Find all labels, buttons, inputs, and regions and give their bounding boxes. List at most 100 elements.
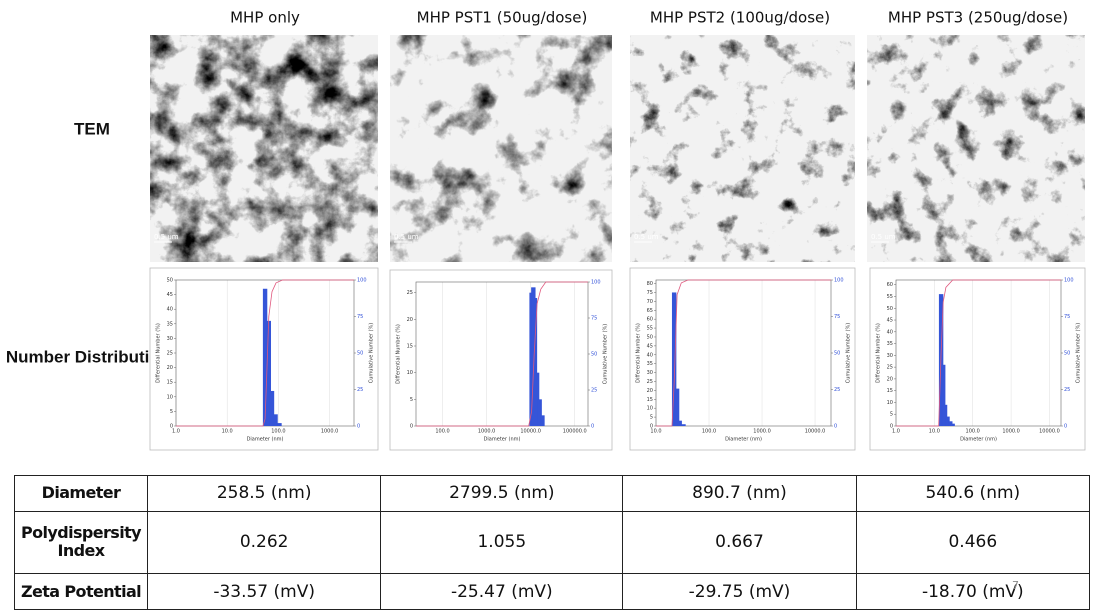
x-tick-label: 1000.0 <box>753 429 771 435</box>
bar <box>948 421 953 426</box>
x-tick-label: 10.0 <box>222 429 233 435</box>
y-tick-label: 25 <box>407 290 413 296</box>
x-axis-label: Diameter (nm) <box>725 437 762 443</box>
x-tick-label: 10000.0 <box>805 429 826 435</box>
chart-frame <box>869 267 1086 451</box>
y2-tick-label: 100 <box>834 278 844 284</box>
y2-tick-label: 75 <box>357 314 363 320</box>
y-tick-label: 45 <box>647 343 653 349</box>
x-tick-label: 10000.0 <box>520 429 541 435</box>
y-tick-label: 50 <box>887 306 893 312</box>
table-cell: 1.055 <box>380 510 624 575</box>
properties-table: Diameter 258.5 (nm) 2799.5 (nm) 890.7 (nm) 5… <box>14 475 1091 610</box>
y-tick-label: 15 <box>167 380 173 386</box>
y-tick-label: 80 <box>647 281 653 287</box>
bar <box>945 416 950 426</box>
scale-bar-label: 0.5 um <box>871 233 896 241</box>
x-tick-label: 10000.0 <box>1039 429 1060 435</box>
figure: TEM Number Distribution MHP only 0.5 um MH… <box>6 9 1086 451</box>
y-tick-label: 50 <box>647 334 653 340</box>
y2-tick-label: 50 <box>834 351 840 357</box>
y2-tick-label: 25 <box>1064 387 1070 393</box>
y-tick-label: 30 <box>647 370 653 376</box>
x-tick-label: 100.0 <box>702 429 716 435</box>
x-tick-label: 1000.0 <box>1002 429 1020 435</box>
bar <box>266 320 272 426</box>
y-tick-label: 20 <box>167 365 173 371</box>
y-tick-label: 30 <box>167 336 173 342</box>
y-tick-label: 75 <box>647 290 653 296</box>
bar <box>540 415 545 426</box>
cumulative-line <box>656 279 831 427</box>
y-tick-label: 40 <box>887 329 893 335</box>
column-header: MHP PST2 (100ug/dose) <box>650 9 830 27</box>
y-tick-label: 0 <box>890 424 893 430</box>
table-row: Zeta Potential -33.57 (mV) -25.47 (mV) -29.… <box>14 573 1091 610</box>
y2-tick-label: 0 <box>834 424 837 430</box>
y-tick-label: 25 <box>887 365 893 371</box>
y-tick-label: 20 <box>887 376 893 382</box>
table-cell: 0.262 <box>146 510 382 575</box>
y-tick-label: 0 <box>650 424 653 430</box>
table-cell: -18.70 (mV) <box>855 573 1091 610</box>
y2-tick-label: 100 <box>591 280 601 286</box>
tem-image <box>867 35 1085 262</box>
y-tick-label: 20 <box>647 388 653 394</box>
x-axis-label: Diameter (nm) <box>247 437 284 443</box>
x-tick-label: 10.0 <box>650 429 661 435</box>
bar <box>950 423 955 426</box>
bar <box>269 390 275 426</box>
table-cell: 890.7 (nm) <box>622 475 857 512</box>
bar <box>674 388 680 426</box>
table-cell: -25.47 (mV) <box>380 573 624 610</box>
bar <box>277 423 282 426</box>
x-tick-label: 100000.0 <box>563 429 587 435</box>
table-row: Diameter 258.5 (nm) 2799.5 (nm) 890.7 (nm) 5… <box>14 475 1091 512</box>
table-cell: 0.667 <box>622 510 857 575</box>
y-tick-label: 50 <box>167 278 173 284</box>
bar <box>942 404 948 426</box>
y-tick-label: 55 <box>647 326 653 332</box>
y-axis-label: Differential Number (%) <box>156 323 162 383</box>
bar <box>532 298 538 426</box>
bar <box>537 399 542 426</box>
scale-bar-label: 0.5 um <box>634 233 659 241</box>
y2-axis-label: Cumulative Number (%) <box>603 324 609 385</box>
x-tick-label: 100.0 <box>435 429 449 435</box>
y-tick-label: 10 <box>887 400 893 406</box>
y2-tick-label: 0 <box>591 424 594 430</box>
y-tick-label: 60 <box>647 317 653 323</box>
y-tick-label: 35 <box>167 321 173 327</box>
tem-image <box>150 35 378 262</box>
y2-tick-label: 100 <box>1064 278 1074 284</box>
bar <box>681 424 686 426</box>
y-tick-label: 15 <box>407 344 413 350</box>
y2-tick-label: 75 <box>1064 314 1070 320</box>
cumulative-line <box>416 281 588 427</box>
y-tick-label: 45 <box>887 318 893 324</box>
y-tick-label: 55 <box>887 294 893 300</box>
table-cell: 540.6 (nm) <box>855 475 1091 512</box>
y-tick-label: 35 <box>647 361 653 367</box>
x-axis-label: Diameter (nm) <box>960 437 997 443</box>
y-tick-label: 0 <box>170 424 173 430</box>
y2-tick-label: 100 <box>357 278 367 284</box>
column-header: MHP only <box>230 9 300 27</box>
y2-axis-label: Cumulative Number (%) <box>1076 323 1082 384</box>
y-tick-label: 40 <box>167 307 173 313</box>
y-tick-label: 40 <box>647 352 653 358</box>
table-cell: -29.75 (mV) <box>622 573 857 610</box>
y2-tick-label: 75 <box>834 314 840 320</box>
y2-tick-label: 50 <box>591 352 597 358</box>
y-tick-label: 5 <box>410 397 413 403</box>
table-cell: 0.466 <box>855 510 1091 575</box>
y-tick-label: 25 <box>647 379 653 385</box>
y-axis-label: Differential Number (%) <box>636 323 642 383</box>
chart-frame <box>389 269 613 451</box>
y-tick-label: 5 <box>890 412 893 418</box>
y-tick-label: 25 <box>167 351 173 357</box>
y-tick-label: 70 <box>647 299 653 305</box>
y2-tick-label: 75 <box>591 316 597 322</box>
y-tick-label: 65 <box>647 308 653 314</box>
column-header: MHP PST3 (250ug/dose) <box>888 9 1068 27</box>
